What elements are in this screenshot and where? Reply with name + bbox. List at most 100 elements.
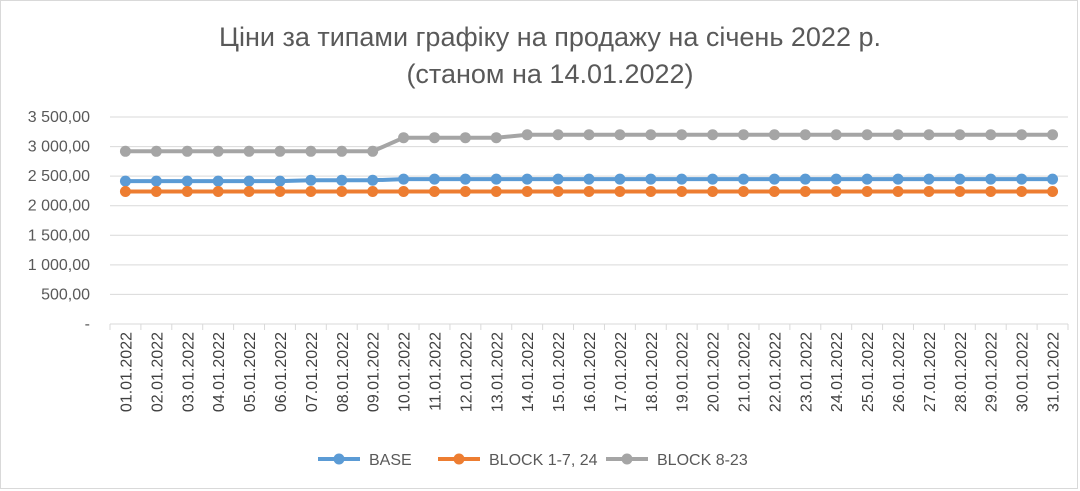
data-point xyxy=(861,186,873,198)
data-point xyxy=(645,129,657,141)
y-tick-label: 3 000,00 xyxy=(28,139,90,156)
data-point xyxy=(583,129,595,141)
data-point xyxy=(1016,173,1028,185)
data-point xyxy=(985,129,997,141)
data-point xyxy=(799,173,811,185)
data-point xyxy=(923,129,935,141)
data-point xyxy=(181,145,193,157)
data-point xyxy=(552,173,564,185)
data-point xyxy=(428,132,440,144)
x-tick-label: 17.01.2022 xyxy=(613,332,630,412)
x-tick-label: 07.01.2022 xyxy=(304,332,321,412)
x-tick-label: 28.01.2022 xyxy=(953,332,970,412)
legend-item: BASE xyxy=(318,452,412,469)
data-point xyxy=(861,173,873,185)
data-point xyxy=(954,173,966,185)
legend-label: BASE xyxy=(369,452,412,469)
gridlines xyxy=(110,116,1068,295)
series-base xyxy=(119,173,1059,187)
data-point xyxy=(676,186,688,198)
data-point xyxy=(985,173,997,185)
data-point xyxy=(305,145,317,157)
data-point xyxy=(243,175,255,187)
series-block-8-23 xyxy=(119,129,1059,157)
y-tick-label: 2 500,00 xyxy=(28,168,90,185)
data-point xyxy=(923,186,935,198)
data-point xyxy=(243,145,255,157)
legend-label: BLOCK 8-23 xyxy=(657,452,748,469)
data-point xyxy=(614,129,626,141)
x-tick-label: 27.01.2022 xyxy=(922,332,939,412)
x-tick-label: 24.01.2022 xyxy=(829,332,846,412)
x-tick-label: 26.01.2022 xyxy=(891,332,908,412)
data-point xyxy=(954,129,966,141)
data-point xyxy=(490,186,502,198)
x-tick-label: 13.01.2022 xyxy=(489,332,506,412)
series-block-1-7-24 xyxy=(119,186,1059,198)
data-point xyxy=(119,186,131,198)
x-tick-label: 19.01.2022 xyxy=(675,332,692,412)
data-point xyxy=(428,186,440,198)
data-point xyxy=(892,129,904,141)
x-tick-label: 06.01.2022 xyxy=(273,332,290,412)
data-point xyxy=(367,174,379,186)
data-point xyxy=(398,173,410,185)
data-point xyxy=(923,173,935,185)
x-tick-label: 10.01.2022 xyxy=(397,332,414,412)
x-tick-label: 08.01.2022 xyxy=(335,332,352,412)
data-point xyxy=(521,173,533,185)
data-point xyxy=(212,145,224,157)
data-point xyxy=(768,186,780,198)
data-point xyxy=(861,129,873,141)
x-tick-label: 30.01.2022 xyxy=(1015,332,1032,412)
data-point xyxy=(552,129,564,141)
data-point xyxy=(676,129,688,141)
data-point xyxy=(985,186,997,198)
y-tick-label: 2 000,00 xyxy=(28,198,90,215)
data-point xyxy=(830,129,842,141)
x-tick-label: 09.01.2022 xyxy=(366,332,383,412)
data-point xyxy=(614,173,626,185)
data-point xyxy=(676,173,688,185)
y-tick-label: 1 000,00 xyxy=(28,257,90,274)
data-point xyxy=(738,173,750,185)
data-point xyxy=(336,145,348,157)
data-point xyxy=(1047,129,1059,141)
data-point xyxy=(336,174,348,186)
data-point xyxy=(738,186,750,198)
data-point xyxy=(119,175,131,187)
legend-swatch-marker xyxy=(621,453,633,465)
x-tick-label: 05.01.2022 xyxy=(242,332,259,412)
x-tick-label: 25.01.2022 xyxy=(860,332,877,412)
data-point xyxy=(181,175,193,187)
data-point xyxy=(892,186,904,198)
chart-title-line-1: Ціни за типами графіку на продажу на січ… xyxy=(219,22,881,52)
y-tick-label: 3 500,00 xyxy=(28,109,90,126)
data-point xyxy=(892,173,904,185)
x-tick-label: 18.01.2022 xyxy=(644,332,661,412)
data-point xyxy=(1016,129,1028,141)
data-point xyxy=(707,173,719,185)
data-point xyxy=(336,186,348,198)
data-point xyxy=(830,186,842,198)
data-point xyxy=(490,132,502,144)
data-point xyxy=(645,186,657,198)
x-tick-label: 23.01.2022 xyxy=(798,332,815,412)
legend-label: BLOCK 1-7, 24 xyxy=(489,452,598,469)
data-point xyxy=(150,175,162,187)
legend-swatch-marker xyxy=(333,453,345,465)
x-tick-label: 14.01.2022 xyxy=(520,332,537,412)
data-point xyxy=(398,132,410,144)
data-point xyxy=(707,129,719,141)
chart-title-line-2: (станом на 14.01.2022) xyxy=(406,59,693,89)
data-point xyxy=(490,173,502,185)
data-point xyxy=(428,173,440,185)
data-point xyxy=(119,145,131,157)
data-point xyxy=(274,186,286,198)
data-point xyxy=(274,175,286,187)
data-point xyxy=(645,173,657,185)
data-point xyxy=(768,129,780,141)
data-point xyxy=(274,145,286,157)
